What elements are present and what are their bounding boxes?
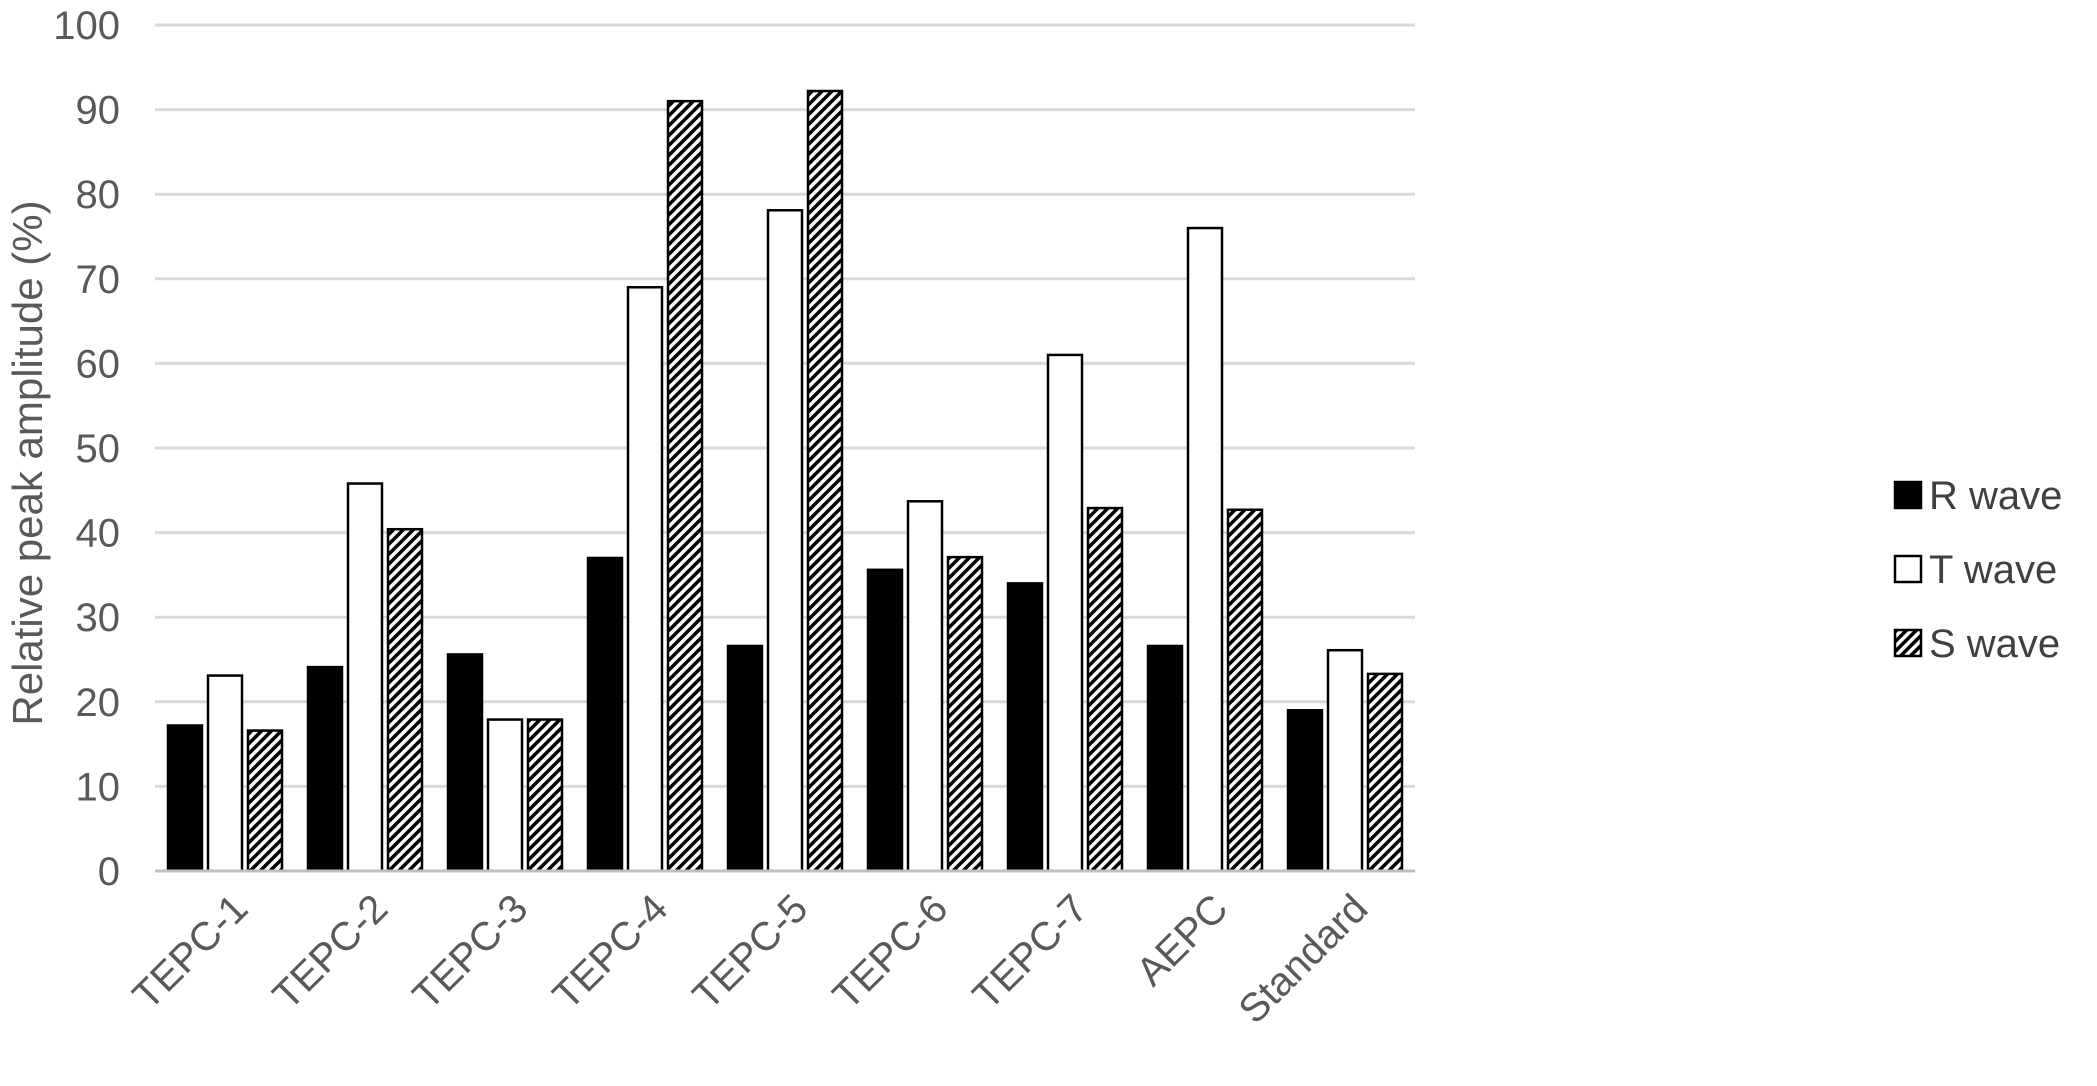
bar-t-wave-tepc-4 [626,286,664,873]
y-axis-title: Relative peak amplitude (%) [4,200,51,725]
y-tick-label: 90 [76,89,121,133]
x-tick-label: TEPC-2 [265,886,397,1018]
bar-r-wave-tepc-1 [166,724,204,873]
bar-r-wave-tepc-6 [866,568,904,873]
bar-r-wave-standard [1286,709,1324,873]
x-axis-labels: TEPC-1 TEPC-2 TEPC-3 TEPC-4 TEPC-5 TEPC-6 TEPC… [125,886,1377,1032]
bar-r-wave-tepc-7 [1006,582,1044,873]
bar-s-wave-tepc-2 [386,527,424,873]
bar-r-wave-aepc [1146,644,1184,873]
x-tick-label: TEPC-4 [545,886,677,1018]
legend: R wave T wave S wave [1893,474,2062,666]
x-tick-label: TEPC-6 [825,886,957,1018]
bar-s-wave-tepc-1 [246,729,284,873]
legend-label: S wave [1929,622,2060,666]
bar-t-wave-tepc-5 [766,209,804,873]
x-tick-label: TEPC-5 [685,886,817,1018]
y-tick-label: 100 [53,4,120,48]
y-tick-label: 80 [76,173,121,217]
x-tick-label: TEPC-3 [405,886,537,1018]
bar-t-wave-tepc-1 [206,674,244,873]
legend-swatch-s-wave [1893,628,1923,658]
bar-r-wave-tepc-4 [586,556,624,873]
y-tick-label: 50 [76,427,121,471]
bar-r-wave-tepc-3 [446,653,484,873]
bar-s-wave-standard [1366,672,1404,873]
y-tick-label: 20 [76,681,121,725]
bar-s-wave-aepc [1226,508,1264,873]
y-tick-label: 30 [76,596,121,640]
x-tick-label: TEPC-7 [965,886,1097,1018]
legend-swatch-r-wave [1893,480,1923,510]
y-tick-label: 40 [76,512,121,556]
bar-s-wave-tepc-4 [666,99,704,873]
bar-t-wave-tepc-2 [346,482,384,873]
bar-r-wave-tepc-2 [306,665,344,873]
bar-t-wave-standard [1326,648,1364,873]
legend-label: T wave [1929,548,2057,592]
bars [166,89,1404,873]
bar-s-wave-tepc-6 [946,555,984,873]
bar-r-wave-tepc-5 [726,644,764,873]
y-tick-label: 0 [98,850,120,894]
legend-swatch-t-wave [1893,554,1923,584]
bar-s-wave-tepc-3 [526,718,564,873]
y-tick-label: 60 [76,342,121,386]
bar-t-wave-tepc-3 [486,718,524,873]
bar-t-wave-tepc-6 [906,500,944,873]
legend-label: R wave [1929,474,2062,518]
y-tick-label: 70 [76,258,121,302]
x-tick-label: AEPC [1128,886,1236,994]
bar-s-wave-tepc-7 [1086,506,1124,873]
bar-s-wave-tepc-5 [806,89,844,873]
bar-t-wave-tepc-7 [1046,353,1084,873]
x-tick-label: Standard [1230,886,1376,1032]
y-axis-ticks: 0 10 20 30 40 50 60 70 80 90 100 [53,4,120,894]
bar-t-wave-aepc [1186,226,1224,873]
y-tick-label: 10 [76,765,121,809]
x-tick-label: TEPC-1 [125,886,257,1018]
